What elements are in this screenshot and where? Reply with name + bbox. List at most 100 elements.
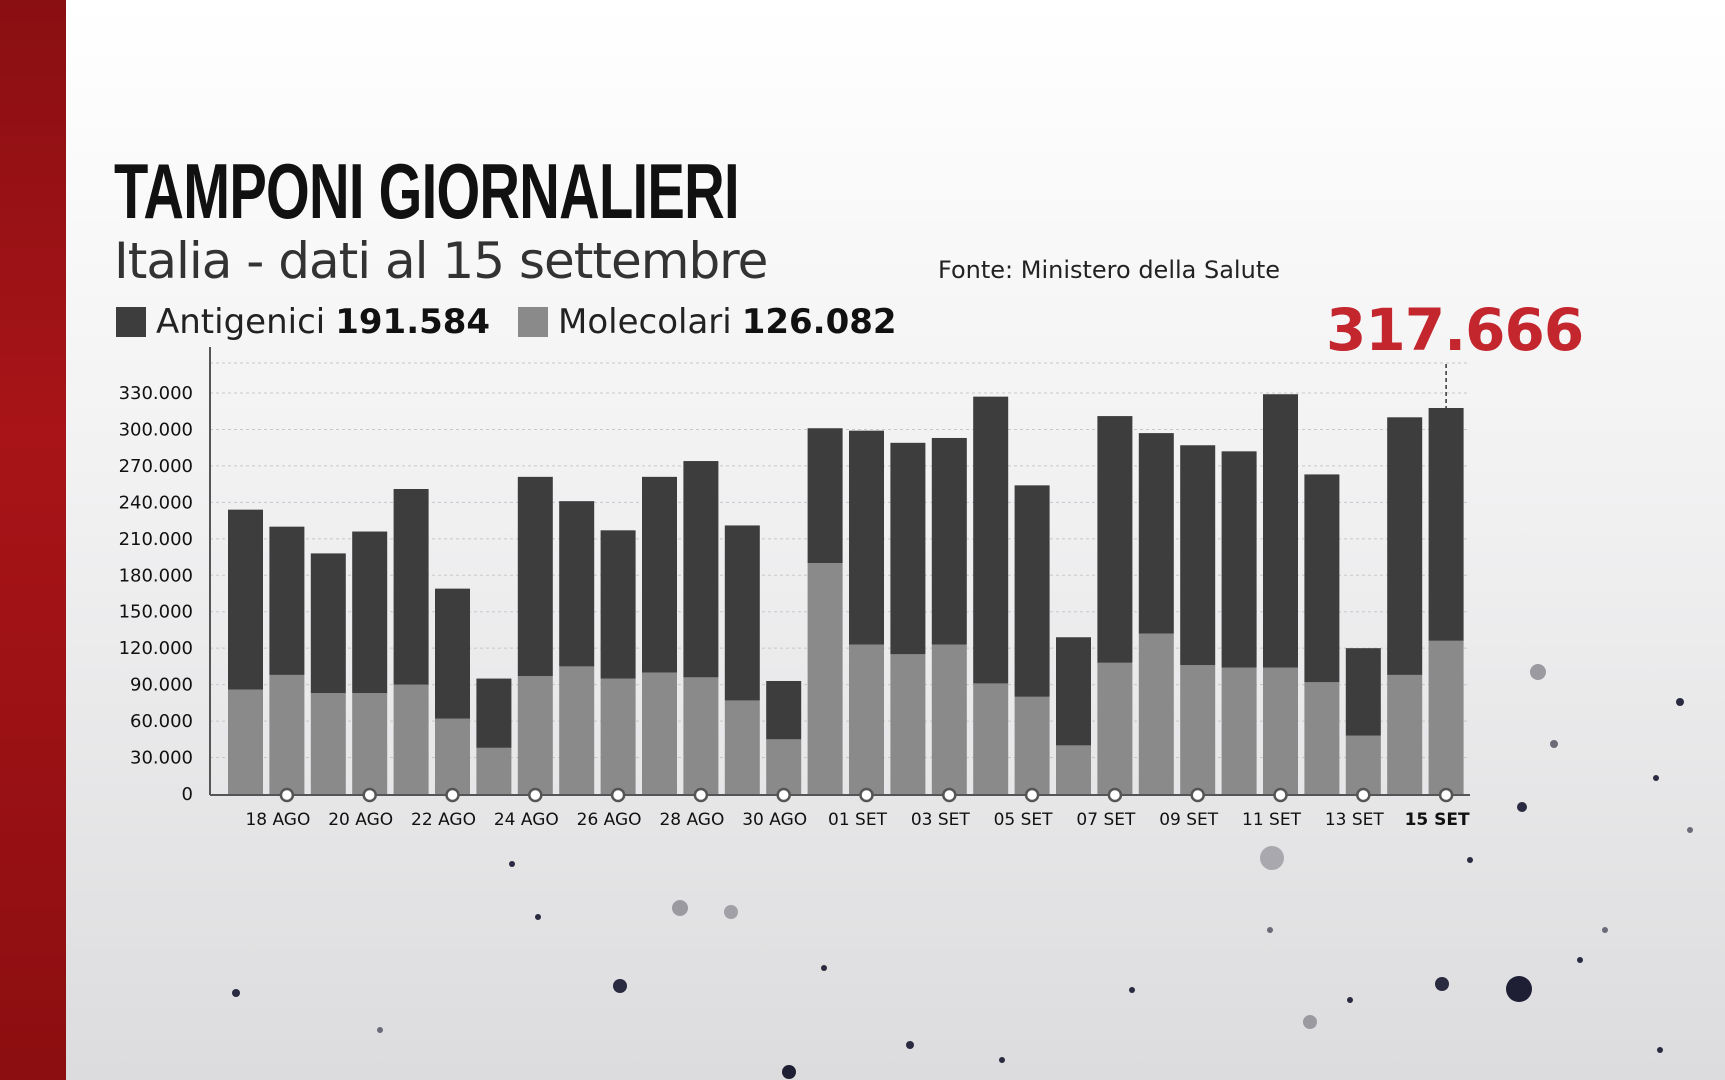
x-tick-marker xyxy=(1190,787,1205,803)
background-dot xyxy=(1653,775,1659,781)
y-tick-label: 240.000 xyxy=(119,492,193,513)
x-tick-marker xyxy=(1107,787,1123,803)
total-callout: 317.666 xyxy=(1326,296,1584,364)
bar-antigenici xyxy=(849,430,884,645)
bar-antigenici xyxy=(890,442,926,655)
x-tick-marker xyxy=(1024,787,1040,803)
x-tick-marker xyxy=(776,787,791,803)
y-tick-label: 60.000 xyxy=(130,711,193,732)
bar-molecolari xyxy=(890,654,926,794)
background-dot xyxy=(1303,1015,1317,1029)
background-dot xyxy=(999,1057,1005,1063)
bar-molecolari xyxy=(1097,662,1133,794)
background-dot xyxy=(1550,740,1558,748)
background-dot xyxy=(1676,698,1684,706)
chart-axes xyxy=(209,347,1470,796)
bar-antigenici xyxy=(807,428,843,564)
x-tick-label: 05 SET xyxy=(994,810,1054,830)
background-dot xyxy=(1435,977,1449,991)
bar-antigenici xyxy=(476,678,512,748)
background-dot xyxy=(1260,846,1284,870)
bar-antigenici xyxy=(1387,417,1423,675)
bar-molecolari xyxy=(1304,682,1340,794)
bar-antigenici xyxy=(1263,394,1298,668)
background-dot xyxy=(535,914,541,920)
bar-antigenici xyxy=(931,437,967,645)
bar-molecolari xyxy=(1428,640,1464,794)
background-dot xyxy=(1517,802,1527,812)
x-tick-label: 24 AGO xyxy=(494,810,559,830)
bar-series xyxy=(228,394,1464,794)
y-tick-label: 120.000 xyxy=(119,638,193,659)
bar-antigenici xyxy=(600,530,636,679)
x-tick-marker xyxy=(279,787,295,803)
bar-molecolari xyxy=(559,666,595,794)
background-dot xyxy=(377,1027,383,1033)
bar-molecolari xyxy=(393,684,429,794)
background-dot xyxy=(1657,1047,1663,1053)
y-tick-label: 210.000 xyxy=(119,529,193,550)
legend-swatch-antigenici xyxy=(116,307,146,337)
x-tick-marker xyxy=(693,787,709,803)
background-dots xyxy=(232,664,1693,1079)
x-tick-label: 18 AGO xyxy=(245,810,310,830)
background-dot xyxy=(232,989,240,997)
bar-molecolari xyxy=(642,672,677,794)
legend-label-antigenici: Antigenici xyxy=(156,302,326,342)
background-dot xyxy=(1267,927,1273,933)
bar-molecolari xyxy=(435,718,470,794)
x-tick-marker xyxy=(1356,787,1371,803)
bar-molecolari xyxy=(807,563,843,794)
bar-antigenici xyxy=(228,509,263,690)
bar-antigenici xyxy=(310,553,346,694)
background-dot xyxy=(1577,957,1583,963)
x-tick-label: 28 AGO xyxy=(659,810,724,830)
x-tick-label: 26 AGO xyxy=(577,810,642,830)
background-dot xyxy=(1506,976,1532,1002)
bar-molecolari xyxy=(1138,633,1174,794)
bar-molecolari xyxy=(1387,674,1423,794)
y-axis-ticks: 0 30.000 60.000 90.000 120.000 150.000 180.000… xyxy=(119,383,193,805)
bar-antigenici xyxy=(1014,485,1050,697)
bar-antigenici xyxy=(1221,451,1257,668)
background-dot xyxy=(1467,857,1473,863)
x-tick-label: 03 SET xyxy=(911,810,971,830)
bar-molecolari xyxy=(228,689,263,794)
page-title: TAMPONI GIORNALIERI xyxy=(114,147,740,235)
y-tick-label: 0 xyxy=(182,784,193,805)
bar-molecolari xyxy=(973,683,1009,794)
bar-antigenici xyxy=(352,531,388,694)
background-dot xyxy=(672,900,688,916)
bar-antigenici xyxy=(766,680,802,740)
bar-molecolari xyxy=(1014,696,1050,794)
page-subtitle: Italia - dati al 15 settembre xyxy=(114,232,768,290)
background-dot xyxy=(1530,664,1546,680)
x-tick-marker xyxy=(942,787,957,803)
y-tick-label: 90.000 xyxy=(130,675,193,696)
background-dot xyxy=(724,905,738,919)
x-tick-marker xyxy=(445,787,460,803)
bar-antigenici xyxy=(1097,416,1133,663)
bar-antigenici xyxy=(1056,637,1091,746)
x-tick-marker xyxy=(859,787,874,803)
background-dot xyxy=(782,1065,796,1079)
y-tick-label: 30.000 xyxy=(130,748,193,769)
legend-value-molecolari: 126.082 xyxy=(741,302,897,342)
bar-antigenici xyxy=(1345,648,1381,736)
bar-antigenici xyxy=(724,525,760,701)
bar-antigenici xyxy=(1428,407,1464,641)
bar-molecolari xyxy=(476,747,512,794)
x-tick-marker xyxy=(1273,787,1288,803)
x-tick-label: 13 SET xyxy=(1325,810,1385,830)
bar-molecolari xyxy=(1345,735,1381,794)
legend-item-molecolari: Molecolari 126.082 xyxy=(518,302,897,342)
legend-swatch-molecolari xyxy=(518,307,548,337)
x-axis-ticks: 18 AGO 20 AGO 22 AGO 24 AGO 26 AGO 28 AGO 30 A… xyxy=(245,787,1470,830)
bar-antigenici xyxy=(683,461,719,678)
background-dot xyxy=(1687,827,1693,833)
legend-value-antigenici: 191.584 xyxy=(335,302,491,342)
bar-molecolari xyxy=(766,739,802,794)
bar-antigenici xyxy=(1180,445,1216,666)
bar-antigenici xyxy=(1138,433,1174,634)
